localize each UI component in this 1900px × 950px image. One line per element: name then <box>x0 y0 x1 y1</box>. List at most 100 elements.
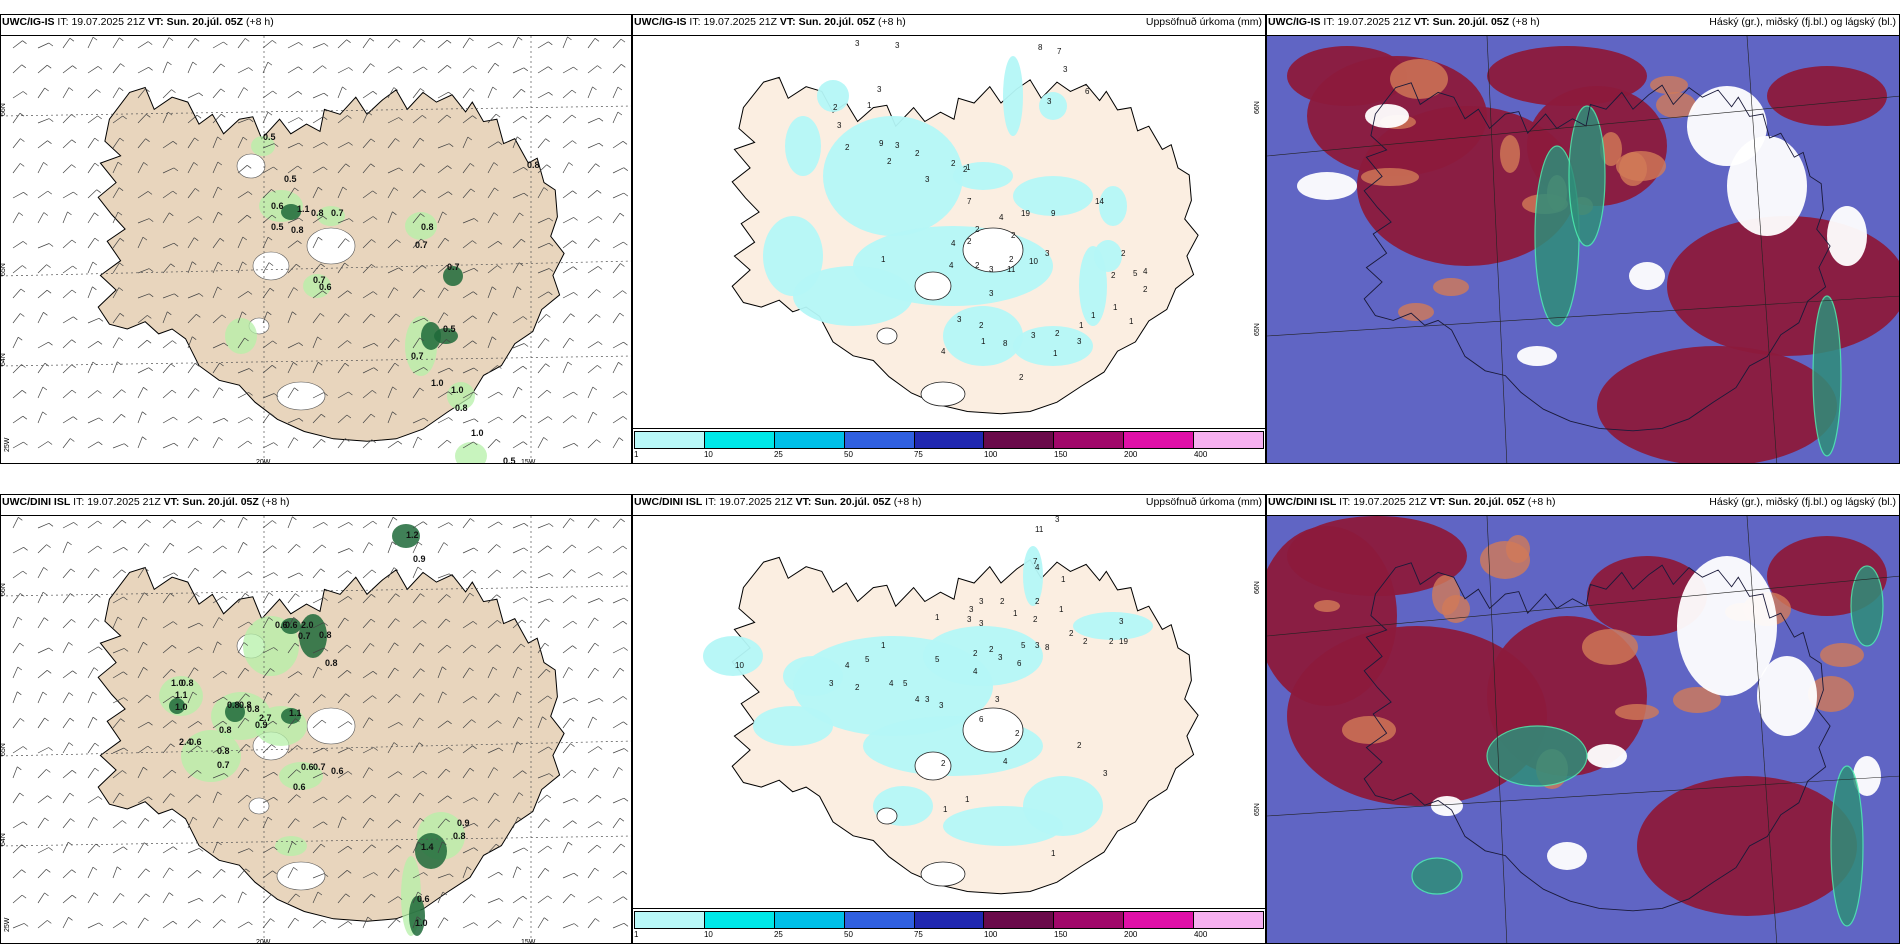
wind-barb-feather <box>444 287 449 292</box>
wind-barb-feather <box>395 618 400 622</box>
wind-barb <box>512 619 523 629</box>
wind-barb <box>412 367 424 374</box>
wind-barb <box>437 841 443 854</box>
wind-barb <box>612 748 625 754</box>
heavy-precip-area <box>421 322 441 350</box>
wind-barb <box>112 87 120 99</box>
wind-barb-feather <box>169 867 174 872</box>
precip-area <box>1039 92 1067 120</box>
wind-barb <box>562 36 568 49</box>
precip-value-label: 1.4 <box>421 842 434 852</box>
wind-barb <box>187 721 199 729</box>
wind-barb <box>312 919 323 929</box>
legend-tick-label: 25 <box>773 930 783 939</box>
wind-barb-feather <box>544 338 550 342</box>
wind-barb-feather <box>572 820 577 824</box>
wind-barb <box>162 819 172 829</box>
wind-barb-feather <box>297 165 302 170</box>
wind-barb-feather <box>196 870 202 874</box>
precip-value-label: 5 <box>1133 269 1138 278</box>
wind-barb-feather <box>623 721 628 726</box>
wind-barb-feather <box>323 647 329 652</box>
wind-barb-feather <box>143 842 149 846</box>
wind-barb-feather <box>618 767 623 771</box>
wind-barb-feather <box>569 337 574 342</box>
wind-barb-feather <box>148 367 153 371</box>
wind-barb <box>312 43 325 49</box>
wind-barb <box>87 417 100 424</box>
wind-barb <box>212 894 222 904</box>
wind-barb <box>387 694 397 704</box>
wind-barb <box>537 389 548 399</box>
wind-barb <box>37 544 47 554</box>
wind-barb-feather <box>398 117 403 121</box>
wind-barb-feather <box>345 163 350 168</box>
wind-barb <box>87 667 95 679</box>
wind-barb-feather <box>420 163 425 167</box>
wind-barb-feather <box>194 388 200 392</box>
wind-barb <box>12 265 23 274</box>
wind-barb <box>262 311 268 324</box>
wind-barb-feather <box>145 88 150 92</box>
wind-barb-feather <box>271 894 276 898</box>
legend-tick-label: 1 <box>634 450 639 459</box>
wind-barb-feather <box>398 267 404 272</box>
precip-value-label: 5 <box>935 655 940 664</box>
wind-barb <box>437 417 449 424</box>
low-cloud-area <box>1587 744 1627 768</box>
wind-barb <box>162 293 175 299</box>
wind-barb-feather <box>497 141 503 145</box>
wind-barb-feather <box>69 37 75 42</box>
wind-barb-feather <box>172 141 178 145</box>
wind-barb-feather <box>392 386 397 391</box>
wind-barb <box>362 671 374 679</box>
wind-barb-feather <box>123 648 129 652</box>
wind-barb-feather <box>43 617 49 621</box>
wind-barb <box>612 647 624 654</box>
wind-barb <box>487 62 496 74</box>
wind-barb-feather <box>469 88 475 92</box>
wind-barb <box>287 745 298 754</box>
wind-map-panel-ig-is: UWC/IG-IS IT: 19.07.2025 21Z VT: Sun. 20… <box>0 14 632 464</box>
wind-barb <box>387 338 396 349</box>
wind-barb <box>462 218 475 224</box>
wind-barb-feather <box>491 286 497 291</box>
precip-value-label: 2 <box>973 649 978 658</box>
wind-barb <box>87 162 96 174</box>
wind-barb-feather <box>222 545 227 550</box>
wind-barb <box>62 568 72 579</box>
wind-barb-feather <box>142 616 148 621</box>
wind-barb-feather <box>547 66 553 70</box>
wind-barb <box>387 239 397 249</box>
wind-barb <box>512 238 522 249</box>
cloud-map-panel-ig-is: UWC/IG-IS IT: 19.07.2025 21Z VT: Sun. 20… <box>1266 14 1900 464</box>
wind-barb-feather <box>194 137 199 142</box>
wind-barb <box>87 286 93 299</box>
wind-barb-feather <box>217 286 222 291</box>
wind-barb-feather <box>68 87 74 91</box>
precip-value-label: 2 <box>975 225 980 234</box>
wind-barb <box>62 593 71 604</box>
wind-barb-feather <box>17 336 23 341</box>
precip-band <box>1830 765 1864 927</box>
wind-barb <box>512 691 518 704</box>
wind-barb <box>12 616 19 629</box>
wind-barb-feather <box>572 415 577 419</box>
wind-barb <box>437 287 445 299</box>
wind-barb-feather <box>145 893 150 898</box>
wind-barb-feather <box>218 437 223 441</box>
precip-value-label: 2 <box>1121 249 1126 258</box>
wind-barb-feather <box>119 313 125 317</box>
wind-barb-feather <box>295 718 300 722</box>
wind-barb <box>62 894 73 904</box>
wind-barb-feather <box>142 236 148 241</box>
wind-barb-feather <box>167 311 172 316</box>
wind-barb-feather <box>217 641 222 646</box>
wind-barb <box>362 844 372 854</box>
wind-barb <box>212 817 220 829</box>
wind-barb <box>162 920 174 929</box>
precip-value-label: 0.6 <box>275 620 288 630</box>
wind-barb-feather <box>48 118 54 122</box>
wind-barb <box>362 695 373 704</box>
wind-barb <box>412 238 422 249</box>
